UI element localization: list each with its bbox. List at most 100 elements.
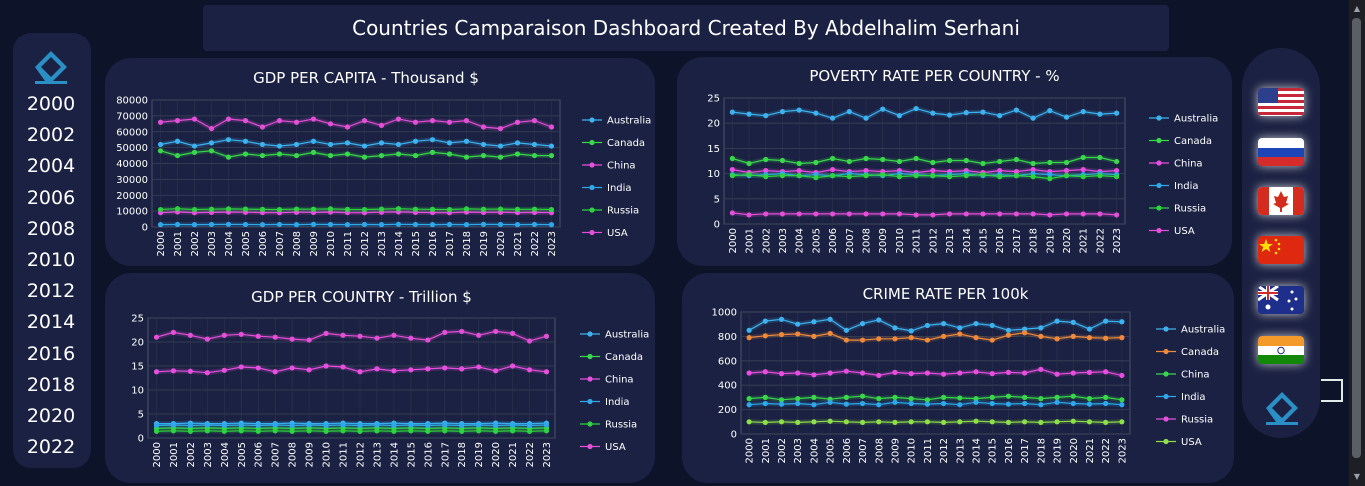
x-tick-label: 2015 [978, 228, 989, 253]
data-point [446, 151, 453, 157]
series-australia [157, 137, 555, 149]
china-flag-icon[interactable] [1258, 236, 1304, 264]
data-point [191, 206, 198, 213]
data-point [1022, 394, 1028, 400]
x-tick-label: 2018 [1029, 228, 1040, 253]
canada-flag-icon[interactable] [1258, 187, 1304, 215]
data-point [811, 319, 817, 325]
x-tick-label: 2017 [1012, 228, 1023, 253]
clear-filter-icon[interactable] [1262, 388, 1304, 426]
x-tick-label: 2012 [360, 231, 371, 256]
year-button-2000[interactable]: 2000 [26, 93, 76, 115]
russia-flag-icon[interactable] [1258, 138, 1304, 166]
y-tick-label: 15 [131, 362, 144, 373]
data-point [1030, 174, 1036, 180]
y-tick-label: 0 [142, 223, 148, 234]
legend-label: USA [1181, 437, 1202, 448]
data-point [1086, 401, 1093, 407]
data-point [429, 149, 436, 155]
data-point [157, 222, 164, 228]
data-point [493, 428, 499, 434]
data-point [327, 152, 334, 159]
data-point [779, 109, 786, 115]
y-tick-label: 20 [707, 119, 720, 130]
data-point [361, 206, 368, 213]
data-point [908, 396, 914, 402]
year-button-2014[interactable]: 2014 [26, 311, 76, 334]
data-point [429, 206, 436, 212]
india-flag-icon[interactable] [1258, 336, 1304, 364]
data-point [408, 422, 414, 428]
data-point [446, 221, 453, 228]
data-point [746, 419, 752, 425]
data-point [1070, 370, 1076, 376]
year-button-2010[interactable]: 2010 [26, 249, 76, 271]
series-line [748, 318, 1122, 332]
data-point [174, 221, 181, 228]
legend-entry: India [1149, 181, 1199, 192]
data-point [531, 118, 538, 124]
data-point [1022, 419, 1028, 425]
data-point [963, 110, 969, 116]
x-tick-label: 2011 [923, 438, 934, 463]
data-point [1114, 174, 1120, 180]
data-point [997, 174, 1003, 180]
data-point [843, 368, 849, 374]
year-button-2006[interactable]: 2006 [26, 186, 76, 209]
year-button-2020[interactable]: 2020 [26, 405, 76, 427]
scroll-up-icon[interactable]: ▲ [1353, 4, 1361, 13]
data-point [1038, 419, 1044, 426]
data-point [746, 402, 752, 408]
x-tick-label: 2002 [186, 442, 197, 467]
scroll-down-icon[interactable]: ▼ [1353, 472, 1361, 481]
vertical-scrollbar[interactable]: ▲ ▼ [1349, 0, 1365, 486]
legend-marker [587, 398, 593, 405]
data-point [989, 394, 995, 400]
legend-entry: USA [1149, 226, 1195, 237]
y-tick-label: 50000 [116, 143, 148, 154]
dashboard-title: Countries Camparaison Dashboard Created … [203, 5, 1169, 51]
year-button-2018[interactable]: 2018 [26, 373, 76, 396]
x-tick-label: 2008 [862, 228, 873, 253]
australia-flag-icon[interactable] [1258, 286, 1304, 314]
year-button-2008[interactable]: 2008 [26, 217, 76, 240]
data-point [795, 400, 801, 407]
data-point [946, 112, 953, 118]
x-tick-label: 2011 [339, 442, 350, 467]
scroll-thumb[interactable] [1352, 18, 1361, 458]
legend-label: India [607, 183, 632, 194]
x-tick-label: 2010 [907, 438, 918, 463]
legend-entry: Russia [580, 420, 637, 431]
data-point [1070, 393, 1076, 399]
data-point [1070, 319, 1076, 325]
data-point [153, 428, 160, 434]
data-point [796, 107, 802, 113]
year-button-2004[interactable]: 2004 [26, 155, 76, 178]
data-point [225, 137, 232, 143]
data-point [221, 332, 227, 338]
data-point [289, 365, 295, 371]
year-button-2022[interactable]: 2022 [26, 436, 76, 459]
legend-entry: Australia [1156, 325, 1225, 336]
data-point [1054, 394, 1060, 400]
data-point [395, 221, 402, 227]
year-button-2012[interactable]: 2012 [26, 280, 76, 303]
data-point [1114, 212, 1120, 218]
year-button-2016[interactable]: 2016 [26, 342, 76, 365]
series-line [749, 395, 1122, 401]
x-tick-label: 2020 [1069, 438, 1080, 463]
legend-label: Canada [1181, 347, 1219, 358]
year-button-2002[interactable]: 2002 [26, 124, 76, 147]
data-point [892, 325, 898, 331]
x-tick-label: 2005 [241, 231, 252, 256]
data-point [187, 428, 193, 434]
data-point [425, 366, 431, 372]
data-point [289, 336, 295, 342]
clear-filter-icon[interactable] [31, 47, 73, 85]
usa-flag-icon[interactable] [1258, 88, 1304, 116]
data-point [1038, 325, 1044, 331]
data-point [480, 221, 487, 227]
x-tick-label: 2006 [254, 442, 265, 467]
data-point [876, 317, 882, 323]
data-point [830, 211, 836, 217]
